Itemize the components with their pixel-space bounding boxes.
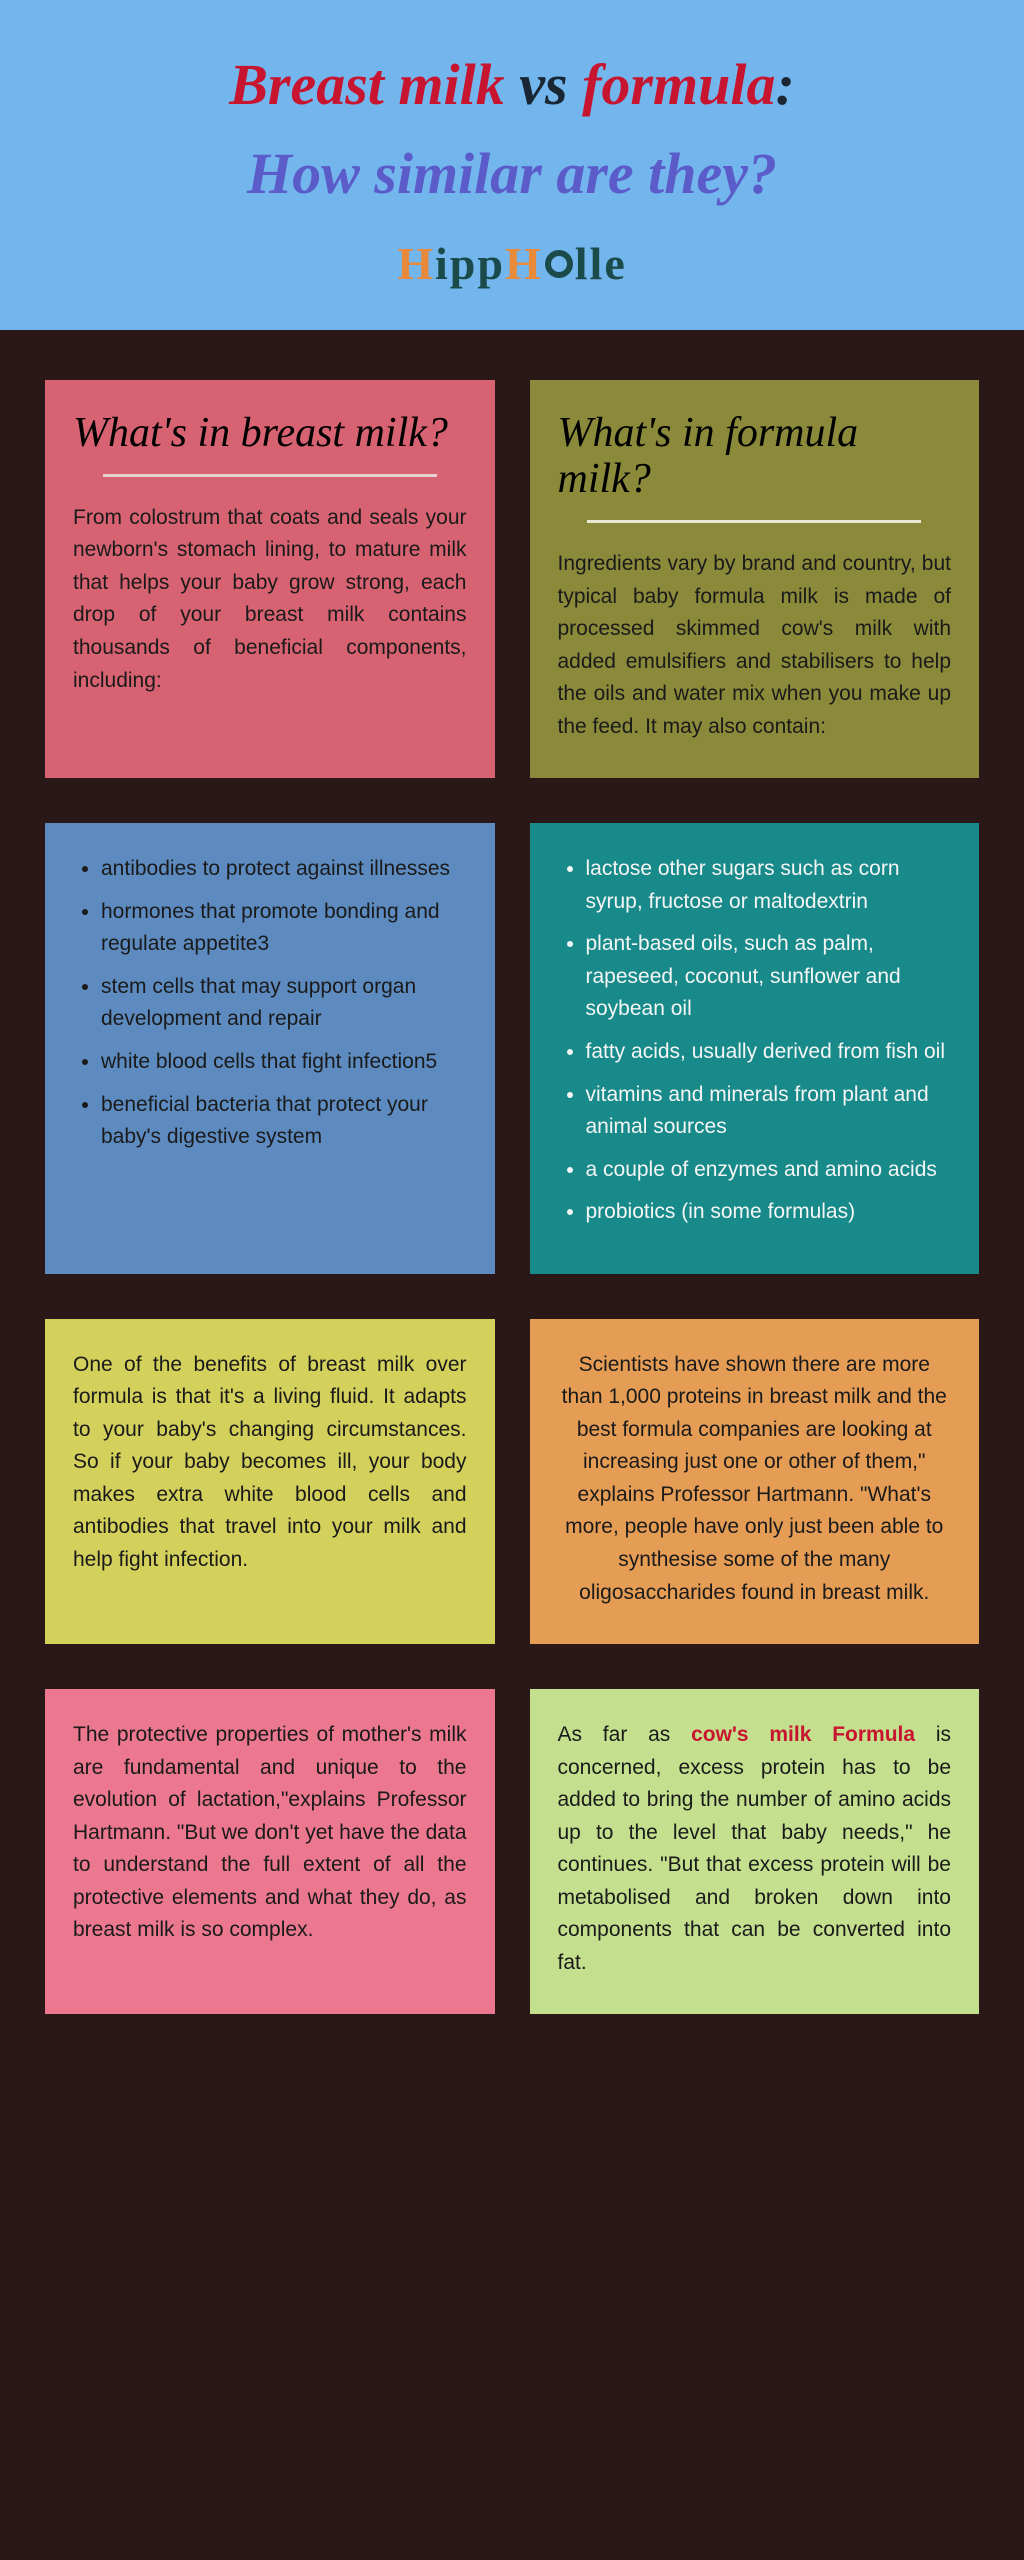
- card-left: What's in breast milk? From colostrum tha…: [45, 380, 495, 779]
- list-item: plant-based oils, such as palm, rapeseed…: [586, 928, 952, 1026]
- card-left: antibodies to protect against illnesses h…: [45, 823, 495, 1273]
- logo-letters-lle: lle: [575, 238, 627, 289]
- logo-letter-h1: H: [397, 238, 435, 289]
- logo-letters-ipp: ipp: [435, 238, 505, 289]
- row: What's in breast milk? From colostrum tha…: [45, 380, 979, 779]
- card-list: lactose other sugars such as corn syrup,…: [558, 853, 952, 1228]
- row: The protective properties of mother's mi…: [45, 1689, 979, 2014]
- card-body: The protective properties of mother's mi…: [73, 1719, 467, 1947]
- card-body: One of the benefits of breast milk over …: [73, 1349, 467, 1577]
- title-colon: :: [775, 52, 794, 117]
- card-text-pre: As far as: [558, 1723, 692, 1746]
- card-right: As far as cow's milk Formula is concerne…: [530, 1689, 980, 2014]
- title-word-vs: vs: [519, 52, 582, 117]
- card-body: lactose other sugars such as corn syrup,…: [558, 853, 952, 1228]
- card-text-highlight: cow's milk Formula: [691, 1723, 915, 1746]
- logo-o-icon: [545, 250, 573, 278]
- card-body: antibodies to protect against illnesses h…: [73, 853, 467, 1153]
- list-item: hormones that promote bonding and regula…: [101, 896, 467, 961]
- header: Breast milk vs formula: How similar are …: [0, 0, 1024, 330]
- list-item: white blood cells that fight infection5: [101, 1046, 467, 1079]
- card-right: Scientists have shown there are more tha…: [530, 1319, 980, 1644]
- title-line-2: How similar are they?: [40, 140, 984, 207]
- heading-underline: [103, 474, 437, 477]
- heading-underline: [587, 520, 921, 523]
- card-body: As far as cow's milk Formula is concerne…: [558, 1719, 952, 1979]
- card-right: What's in formula milk? Ingredients vary …: [530, 380, 980, 779]
- title-word-formula: formula: [582, 52, 775, 117]
- row: antibodies to protect against illnesses h…: [45, 823, 979, 1273]
- logo-letter-h2: H: [505, 238, 543, 289]
- list-item: beneficial bacteria that protect your ba…: [101, 1089, 467, 1154]
- list-item: antibodies to protect against illnesses: [101, 853, 467, 886]
- brand-logo: HippHlle: [40, 237, 984, 290]
- card-body: Scientists have shown there are more tha…: [558, 1349, 952, 1609]
- card-left: The protective properties of mother's mi…: [45, 1689, 495, 2014]
- row: One of the benefits of breast milk over …: [45, 1319, 979, 1644]
- card-list: antibodies to protect against illnesses h…: [73, 853, 467, 1153]
- list-item: vitamins and minerals from plant and ani…: [586, 1079, 952, 1144]
- list-item: fatty acids, usually derived from fish o…: [586, 1036, 952, 1069]
- list-item: probiotics (in some formulas): [586, 1196, 952, 1229]
- list-item: stem cells that may support organ develo…: [101, 971, 467, 1036]
- content-grid: What's in breast milk? From colostrum tha…: [0, 330, 1024, 2075]
- card-right: lactose other sugars such as corn syrup,…: [530, 823, 980, 1273]
- card-heading: What's in formula milk?: [558, 410, 952, 502]
- list-item: a couple of enzymes and amino acids: [586, 1154, 952, 1187]
- title-word-breast-milk: Breast milk: [229, 52, 505, 117]
- title-line-1: Breast milk vs formula:: [40, 50, 984, 120]
- infographic-page: Breast milk vs formula: How similar are …: [0, 0, 1024, 2074]
- card-body: From colostrum that coats and seals your…: [73, 502, 467, 697]
- card-left: One of the benefits of breast milk over …: [45, 1319, 495, 1644]
- card-text-post: is concerned, excess protein has to be a…: [558, 1723, 952, 1974]
- card-heading: What's in breast milk?: [73, 410, 467, 456]
- list-item: lactose other sugars such as corn syrup,…: [586, 853, 952, 918]
- card-body: Ingredients vary by brand and country, b…: [558, 548, 952, 743]
